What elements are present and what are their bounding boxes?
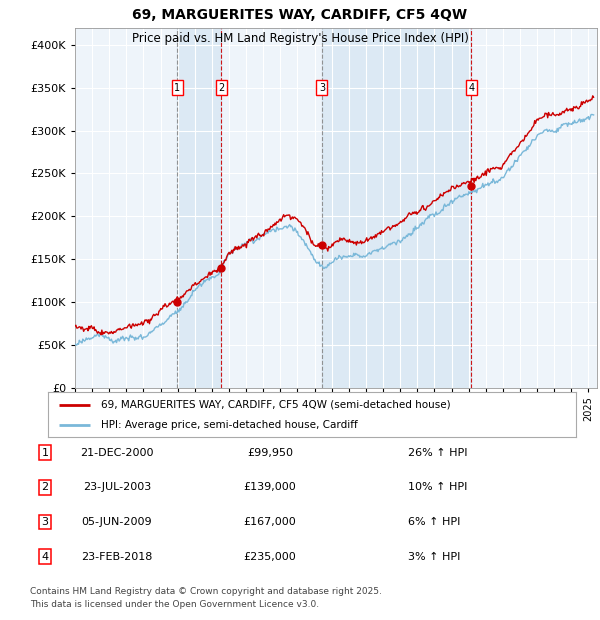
Text: 3: 3 bbox=[41, 517, 49, 527]
Text: £139,000: £139,000 bbox=[244, 482, 296, 492]
Text: 23-JUL-2003: 23-JUL-2003 bbox=[83, 482, 151, 492]
Text: 4: 4 bbox=[41, 552, 49, 562]
Bar bbox=[177, 28, 221, 387]
Text: HPI: Average price, semi-detached house, Cardiff: HPI: Average price, semi-detached house,… bbox=[101, 420, 358, 430]
Text: 05-JUN-2009: 05-JUN-2009 bbox=[82, 517, 152, 527]
Text: 23-FEB-2018: 23-FEB-2018 bbox=[82, 552, 152, 562]
Text: 2: 2 bbox=[41, 482, 49, 492]
Text: 1: 1 bbox=[41, 448, 49, 458]
Text: 6% ↑ HPI: 6% ↑ HPI bbox=[408, 517, 460, 527]
Text: 3: 3 bbox=[319, 83, 325, 93]
Text: £99,950: £99,950 bbox=[247, 448, 293, 458]
Text: 69, MARGUERITES WAY, CARDIFF, CF5 4QW (semi-detached house): 69, MARGUERITES WAY, CARDIFF, CF5 4QW (s… bbox=[101, 400, 451, 410]
Text: £235,000: £235,000 bbox=[244, 552, 296, 562]
Text: 69, MARGUERITES WAY, CARDIFF, CF5 4QW: 69, MARGUERITES WAY, CARDIFF, CF5 4QW bbox=[133, 7, 467, 22]
Text: 4: 4 bbox=[468, 83, 474, 93]
Text: 10% ↑ HPI: 10% ↑ HPI bbox=[408, 482, 467, 492]
Text: Contains HM Land Registry data © Crown copyright and database right 2025.
This d: Contains HM Land Registry data © Crown c… bbox=[30, 587, 382, 609]
Text: £167,000: £167,000 bbox=[244, 517, 296, 527]
Text: 1: 1 bbox=[174, 83, 180, 93]
Bar bbox=[322, 28, 471, 387]
Text: 3% ↑ HPI: 3% ↑ HPI bbox=[408, 552, 460, 562]
Text: Price paid vs. HM Land Registry's House Price Index (HPI): Price paid vs. HM Land Registry's House … bbox=[131, 32, 469, 45]
Text: 21-DEC-2000: 21-DEC-2000 bbox=[80, 448, 154, 458]
Text: 26% ↑ HPI: 26% ↑ HPI bbox=[408, 448, 467, 458]
Text: 2: 2 bbox=[218, 83, 224, 93]
